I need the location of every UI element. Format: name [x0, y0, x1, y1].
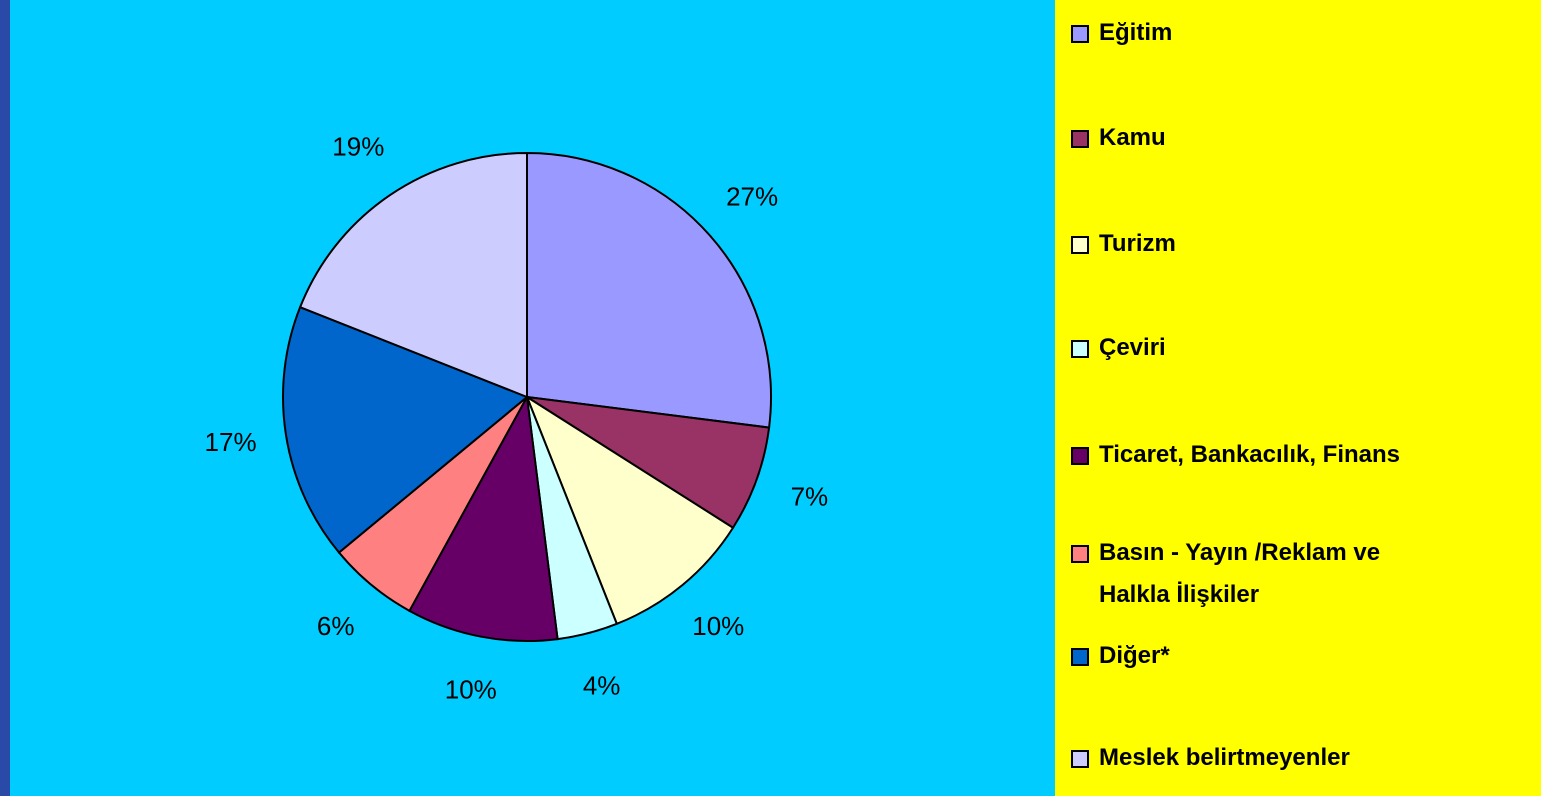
pie-slice [524, 394, 735, 626]
legend-swatch [1071, 340, 1089, 358]
legend-swatch [1071, 236, 1089, 254]
data-label: 10% [445, 675, 497, 705]
pie-slice [526, 151, 772, 429]
data-label: 4% [583, 671, 621, 701]
legend-item: Meslek belirtmeyenler [1071, 737, 1541, 779]
legend-label: Ticaret, Bankacılık, Finans [1099, 441, 1401, 468]
legend-item: Çeviri [1071, 327, 1541, 369]
data-label: 19% [332, 132, 384, 162]
data-label: 6% [317, 611, 355, 641]
legend-swatch [1071, 130, 1089, 148]
legend-label: Turizm [1099, 230, 1176, 257]
data-label: 17% [205, 427, 257, 457]
legend-item: Basın - Yayın /Reklam ve Halkla İlişkile… [1071, 532, 1429, 616]
legend-item: Ticaret, Bankacılık, Finans [1071, 434, 1541, 476]
legend: Eğitim Kamu Turizm Çeviri Ticaret, Bankacılı… [1055, 0, 1541, 796]
legend-swatch [1071, 648, 1089, 666]
pie-slice [526, 396, 771, 530]
legend-label: Meslek belirtmeyenler [1099, 744, 1350, 771]
data-label: 10% [692, 611, 744, 641]
legend-swatch [1071, 545, 1089, 563]
data-label: 7% [791, 482, 829, 512]
plot-area: 27% 7% 10% 4% 10% 6% 17% 19% [10, 0, 1055, 796]
pie-slice [298, 151, 528, 399]
legend-label: Diğer* [1099, 642, 1170, 669]
legend-swatch [1071, 750, 1089, 768]
pie-chart: 27% 7% 10% 4% 10% 6% 17% 19% [205, 132, 829, 705]
legend-item: Eğitim [1071, 12, 1541, 54]
legend-item: Kamu [1071, 117, 1541, 159]
legend-label: Eğitim [1099, 19, 1173, 46]
legend-swatch [1071, 447, 1089, 465]
legend-label: Basın - Yayın /Reklam ve Halkla İlişkile… [1099, 539, 1381, 608]
pie-slice [282, 305, 529, 554]
legend-label: Çeviri [1099, 334, 1166, 361]
legend-label: Kamu [1099, 124, 1166, 151]
legend-item: Diğer* [1071, 635, 1541, 677]
data-label: 27% [726, 181, 778, 211]
pie-slice [408, 393, 559, 642]
legend-item: Turizm [1071, 223, 1541, 265]
legend-swatch [1071, 25, 1089, 43]
